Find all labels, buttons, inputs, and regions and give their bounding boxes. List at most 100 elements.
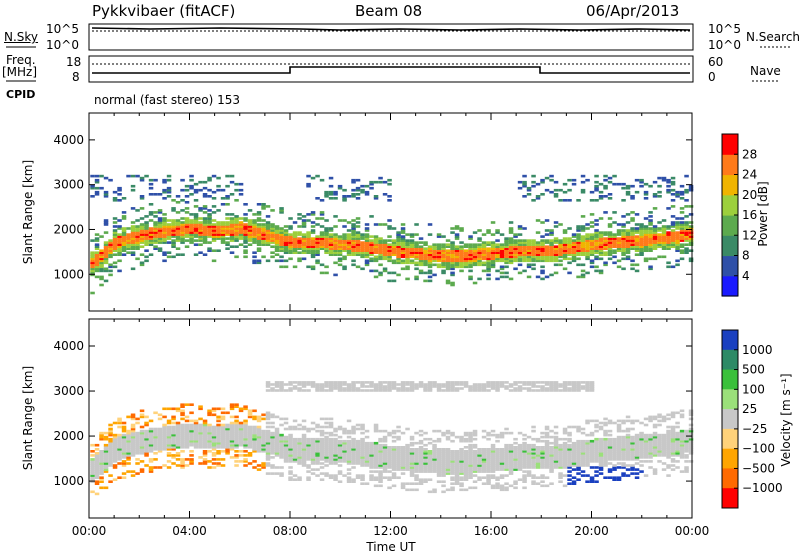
power-cell — [189, 184, 194, 188]
velocity-cell — [364, 482, 370, 485]
power-cell — [490, 253, 496, 256]
power-cell — [553, 195, 559, 198]
velocity-cell — [283, 450, 289, 453]
power-cell — [328, 197, 334, 200]
power-cell — [603, 195, 608, 198]
power-cell — [130, 231, 136, 234]
velocity-cell — [463, 476, 469, 479]
velocity-cell — [364, 458, 370, 461]
power-cell — [436, 251, 442, 254]
velocity-cell — [256, 439, 262, 443]
power-cell — [589, 265, 595, 269]
velocity-cell — [526, 462, 532, 465]
velocity-cell — [103, 448, 109, 451]
power-cell — [490, 249, 496, 252]
power-cell — [337, 186, 343, 190]
power-cell — [351, 231, 356, 234]
power-cell — [427, 265, 433, 269]
velocity-cell — [652, 454, 658, 457]
velocity-cell — [108, 474, 113, 477]
power-cell — [396, 259, 401, 263]
velocity-cell — [436, 450, 442, 453]
velocity-cell — [481, 470, 487, 473]
power-cell — [261, 239, 266, 242]
power-cell — [220, 237, 226, 240]
velocity-cell — [648, 446, 653, 449]
power-cell — [238, 182, 244, 186]
velocity-cell — [643, 443, 649, 447]
velocity-cell — [594, 446, 599, 449]
velocity-cell — [508, 462, 514, 465]
power-cell — [423, 253, 428, 256]
velocity-cell — [90, 468, 95, 471]
power-cell — [468, 265, 473, 269]
power-cell — [274, 235, 280, 238]
power-cell — [459, 255, 464, 259]
velocity-cell — [558, 450, 563, 453]
velocity-cell — [441, 490, 446, 494]
velocity-cell — [234, 439, 239, 443]
velocity-cell — [481, 476, 487, 479]
velocity-cell — [418, 454, 424, 457]
power-cell — [202, 193, 208, 196]
power-cell — [522, 182, 527, 186]
power-cell — [90, 265, 95, 269]
power-cell — [315, 247, 320, 250]
velocity-cell — [540, 448, 545, 451]
power-cell — [261, 231, 266, 234]
velocity-cell — [585, 448, 590, 451]
power-cell — [157, 241, 163, 244]
power-cell — [387, 259, 392, 263]
power-cell — [418, 261, 424, 265]
power-cell — [477, 237, 482, 240]
velocity-cell — [184, 439, 190, 443]
velocity-cell — [490, 460, 496, 463]
power-cell — [319, 231, 325, 234]
power-cell — [207, 225, 212, 228]
velocity-cell — [436, 448, 442, 451]
power-cell — [346, 251, 352, 254]
velocity-cell — [423, 443, 428, 447]
velocity-cell — [477, 470, 482, 473]
power-cell — [445, 263, 451, 267]
power-cell — [648, 237, 653, 240]
power-cell — [499, 257, 505, 261]
velocity-cell — [130, 433, 136, 437]
power-cell — [589, 253, 595, 256]
velocity-cell — [369, 452, 374, 455]
velocity-cell — [396, 454, 401, 457]
velocity-cell — [216, 441, 221, 445]
power-cell — [427, 223, 433, 226]
power-cell — [139, 178, 145, 182]
power-cell — [409, 259, 415, 263]
power-cell — [526, 265, 532, 269]
velocity-cell — [576, 427, 581, 431]
velocity-cell — [112, 450, 118, 453]
velocity-cell — [540, 480, 545, 483]
power-cell — [643, 190, 649, 194]
velocity-cell — [391, 439, 397, 443]
velocity-cell — [360, 482, 365, 485]
velocity-cell — [90, 443, 95, 447]
velocity-cell — [378, 480, 383, 483]
velocity-cell — [346, 435, 352, 439]
power-cell — [625, 221, 631, 224]
power-cell — [423, 259, 428, 263]
velocity-cell — [400, 448, 406, 451]
power-cell — [207, 178, 212, 182]
power-cell — [243, 229, 248, 232]
velocity-cell — [261, 435, 266, 439]
power-cell — [607, 239, 613, 242]
velocity-cell — [526, 454, 532, 457]
power-cell — [243, 213, 248, 216]
power-cell — [126, 233, 131, 236]
velocity-cell — [634, 454, 640, 457]
power-cell — [414, 247, 419, 250]
power-cell — [432, 251, 437, 254]
velocity-cell — [90, 460, 95, 463]
velocity-cell — [382, 458, 388, 461]
power-cell — [679, 217, 685, 220]
power-cell — [522, 174, 527, 178]
power-cell — [171, 207, 176, 210]
velocity-cell — [198, 405, 203, 408]
